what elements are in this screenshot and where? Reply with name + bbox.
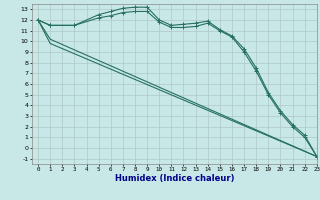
X-axis label: Humidex (Indice chaleur): Humidex (Indice chaleur): [115, 174, 234, 183]
